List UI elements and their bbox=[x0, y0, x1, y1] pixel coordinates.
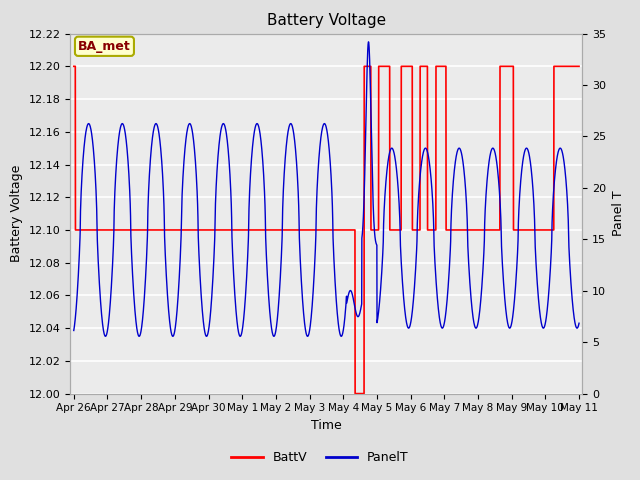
Y-axis label: Panel T: Panel T bbox=[612, 191, 625, 237]
Y-axis label: Battery Voltage: Battery Voltage bbox=[10, 165, 23, 262]
Text: BA_met: BA_met bbox=[78, 40, 131, 53]
Title: Battery Voltage: Battery Voltage bbox=[267, 13, 386, 28]
Legend: BattV, PanelT: BattV, PanelT bbox=[227, 446, 413, 469]
X-axis label: Time: Time bbox=[311, 419, 342, 432]
